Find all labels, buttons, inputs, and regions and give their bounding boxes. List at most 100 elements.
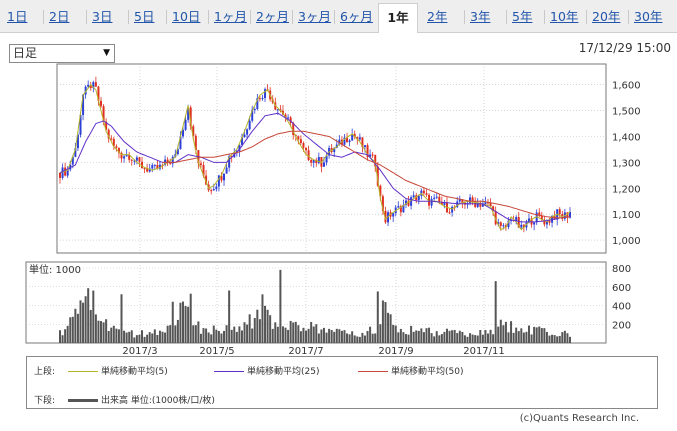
volume-bar <box>346 333 349 343</box>
tab-9[interactable]: 6ヶ月 <box>340 9 373 24</box>
volume-bar <box>107 330 110 343</box>
tab-separator <box>166 10 167 24</box>
tab-14[interactable]: 10年 <box>550 9 579 24</box>
candle-body <box>333 147 336 152</box>
candle-body <box>458 199 461 202</box>
volume-bar <box>174 325 177 343</box>
volume-bar <box>479 329 482 343</box>
candle-body <box>79 114 82 135</box>
volume-bar <box>164 332 167 343</box>
volume-bar <box>266 309 269 343</box>
volume-bar <box>540 328 543 343</box>
tab-1[interactable]: 1日 <box>7 9 28 24</box>
tab-13[interactable]: 5年 <box>512 9 533 24</box>
x-axis-label: 2017/3 <box>122 346 157 356</box>
volume-bar <box>461 331 464 343</box>
volume-bar <box>123 330 126 343</box>
volume-bar <box>543 328 546 343</box>
candle-body <box>120 152 123 159</box>
candle-body <box>64 167 67 176</box>
legend-volume-label: 出来高 単位:(1000株/口/枚) <box>101 396 215 406</box>
volume-bar <box>299 331 302 343</box>
candle-body <box>435 196 438 198</box>
volume-bar <box>141 330 144 343</box>
volume-bar <box>276 326 279 343</box>
candle-body <box>246 129 249 135</box>
candle-body <box>205 175 208 185</box>
volume-bar <box>497 326 500 343</box>
tab-3[interactable]: 3日 <box>92 9 113 24</box>
candle-body <box>517 217 520 228</box>
candle-body <box>497 222 500 225</box>
volume-bar <box>166 325 169 343</box>
tab-15[interactable]: 20年 <box>592 9 621 24</box>
candle-body <box>258 98 261 100</box>
candle-body <box>315 159 318 164</box>
candle-body <box>384 210 387 223</box>
tab-4[interactable]: 5日 <box>134 9 155 24</box>
volume-swatch <box>68 399 98 402</box>
volume-tick-label: 400 <box>612 302 631 313</box>
volume-bar <box>456 333 459 343</box>
tab-16[interactable]: 30年 <box>634 9 663 24</box>
volume-bar <box>502 325 505 343</box>
volume-bar <box>251 328 254 343</box>
volume-bar <box>66 325 69 343</box>
candle-body <box>76 134 79 149</box>
candle-body <box>217 175 220 187</box>
tab-6[interactable]: 1ヶ月 <box>214 9 247 24</box>
volume-bar <box>230 329 233 343</box>
legend-lower-label: 下段: <box>34 396 56 406</box>
volume-bar <box>425 328 428 343</box>
tab-12[interactable]: 3年 <box>470 9 491 24</box>
candle-body <box>443 202 446 205</box>
tab-11[interactable]: 2年 <box>427 9 448 24</box>
volume-bar <box>371 333 374 343</box>
volume-bar <box>76 313 79 343</box>
tab-8[interactable]: 3ヶ月 <box>298 9 331 24</box>
candle-body <box>112 138 115 147</box>
volume-bar <box>302 327 305 343</box>
candle-body <box>130 159 133 161</box>
tab-7[interactable]: 2ヶ月 <box>256 9 289 24</box>
tab-2[interactable]: 2日 <box>49 9 70 24</box>
volume-bar <box>148 332 151 343</box>
tab-10[interactable]: 1年 <box>378 3 418 33</box>
candle-body <box>287 117 290 119</box>
legend-ma5-label: 単純移動平均(5) <box>101 367 168 377</box>
tab-5[interactable]: 10日 <box>172 9 201 24</box>
legend-ma50: 単純移動平均(50) <box>358 364 463 377</box>
volume-bar <box>420 328 423 343</box>
volume-tick-label: 200 <box>612 320 631 331</box>
volume-bar <box>335 328 338 343</box>
candle-body <box>305 147 308 151</box>
x-axis-label: 2017/11 <box>463 346 505 356</box>
volume-bar <box>212 325 215 343</box>
volume-bar <box>471 334 474 343</box>
candle-body <box>325 155 328 163</box>
volume-bar <box>384 302 387 343</box>
volume-bar <box>79 300 82 343</box>
candle-body <box>338 139 341 145</box>
candle-body <box>548 220 551 223</box>
volume-bar <box>351 331 354 343</box>
candle-body <box>484 202 487 205</box>
volume-bar <box>194 325 197 343</box>
volume-bar <box>315 324 318 343</box>
volume-bar <box>553 335 556 343</box>
volume-bar <box>558 335 561 343</box>
candle-body <box>166 159 169 163</box>
volume-bar <box>381 300 384 343</box>
volume-bar <box>410 325 413 343</box>
candle-body <box>110 138 113 140</box>
volume-bar <box>428 327 431 343</box>
period-select[interactable]: 日足 ▼ <box>9 44 115 63</box>
volume-bar <box>182 301 185 343</box>
legend-upper-label: 上段: <box>34 367 56 377</box>
candle-body <box>533 222 536 225</box>
candle-body <box>89 84 92 89</box>
volume-bar <box>171 301 174 343</box>
candle-body <box>184 119 187 130</box>
volume-bar <box>430 333 433 343</box>
candle-body <box>289 117 292 123</box>
